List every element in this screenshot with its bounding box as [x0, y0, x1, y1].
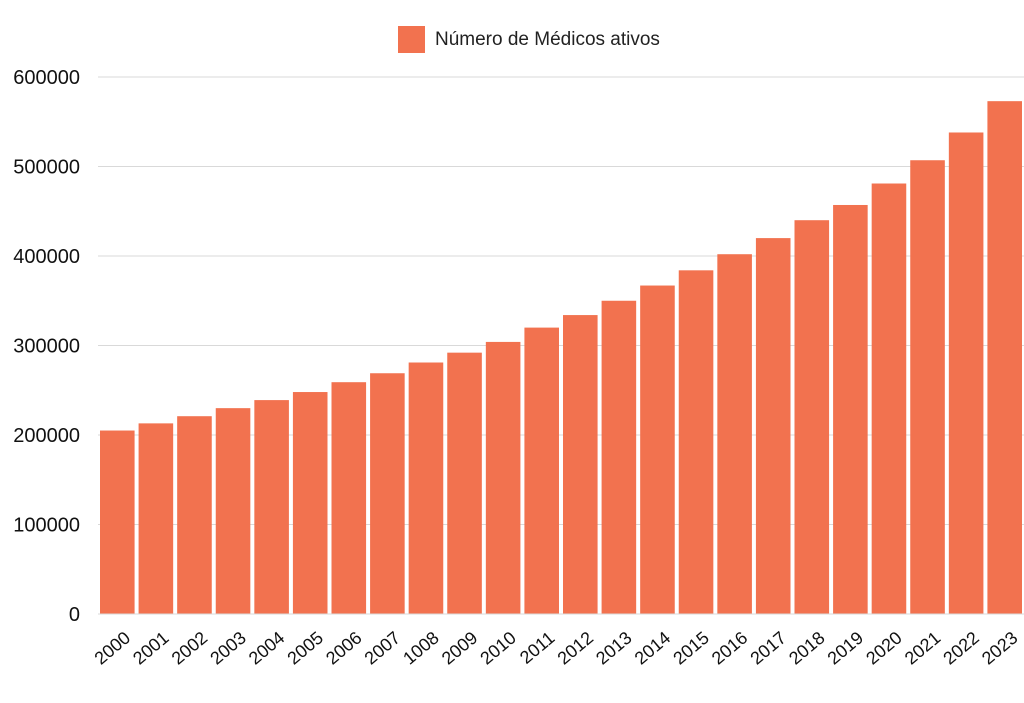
x-tick-label: 2022	[939, 628, 983, 669]
y-tick-label: 300000	[13, 336, 80, 358]
bar-2010	[485, 341, 521, 614]
x-tick-label: 2003	[206, 628, 250, 669]
y-tick-label: 500000	[13, 157, 80, 179]
x-tick-label: 2009	[438, 628, 482, 669]
x-tick-label: 2018	[785, 628, 829, 669]
legend-label: Número de Médicos ativos	[435, 28, 660, 50]
x-tick-label: 2005	[283, 628, 327, 669]
y-tick-label: 0	[69, 604, 80, 626]
legend-swatch	[398, 26, 425, 53]
y-tick-label: 600000	[13, 67, 80, 89]
x-tick-label: 2021	[901, 628, 945, 669]
bar-2003	[215, 408, 251, 614]
x-tick-label: 2013	[592, 628, 636, 669]
bar-2014	[640, 285, 675, 614]
x-tick-label: 2015	[669, 628, 713, 669]
x-tick-label: 2014	[631, 628, 675, 669]
x-tick-label: 2016	[708, 628, 752, 669]
x-tick-label: 2001	[129, 628, 173, 669]
x-tick-label: 2017	[746, 628, 790, 669]
bar-2015	[678, 270, 714, 614]
bar-2021	[910, 160, 945, 615]
bar-2000	[100, 430, 135, 614]
bar-2011	[524, 327, 559, 614]
x-tick-label: 2023	[978, 628, 1022, 669]
x-tick-label: 2002	[168, 628, 212, 669]
x-tick-label: 2007	[361, 628, 405, 669]
x-tick-label: 2011	[516, 628, 559, 668]
bar-2007	[370, 373, 405, 614]
x-tick-label: 2012	[554, 628, 598, 669]
y-tick-label: 400000	[13, 246, 80, 268]
bar-2016	[717, 254, 752, 614]
x-tick-label: 2006	[322, 628, 366, 669]
bar-2001	[138, 423, 174, 614]
x-tick-label: 1008	[399, 628, 443, 669]
bar-2013	[601, 300, 637, 614]
bar-1008	[408, 362, 444, 614]
bar-2017	[755, 238, 791, 614]
bar-2006	[331, 382, 367, 614]
y-tick-label: 100000	[13, 515, 80, 537]
bar-2005	[292, 392, 328, 614]
x-tick-label: 2000	[91, 628, 135, 669]
x-tick-label: 2004	[245, 628, 289, 669]
bar-2004	[254, 400, 289, 614]
bar-2019	[833, 204, 868, 615]
y-tick-label: 200000	[13, 425, 80, 447]
x-tick-label: 2019	[824, 628, 868, 669]
x-tick-label: 2010	[476, 628, 520, 669]
bar-2009	[447, 352, 482, 614]
legend: Número de Médicos ativos	[398, 26, 660, 53]
bar-2023	[987, 101, 1022, 615]
bar-2012	[563, 315, 598, 614]
bar-2018	[794, 220, 830, 614]
bar-2002	[177, 416, 212, 614]
x-tick-label: 2020	[862, 628, 906, 669]
bar-2022	[948, 132, 984, 615]
bar-2020	[871, 183, 907, 614]
